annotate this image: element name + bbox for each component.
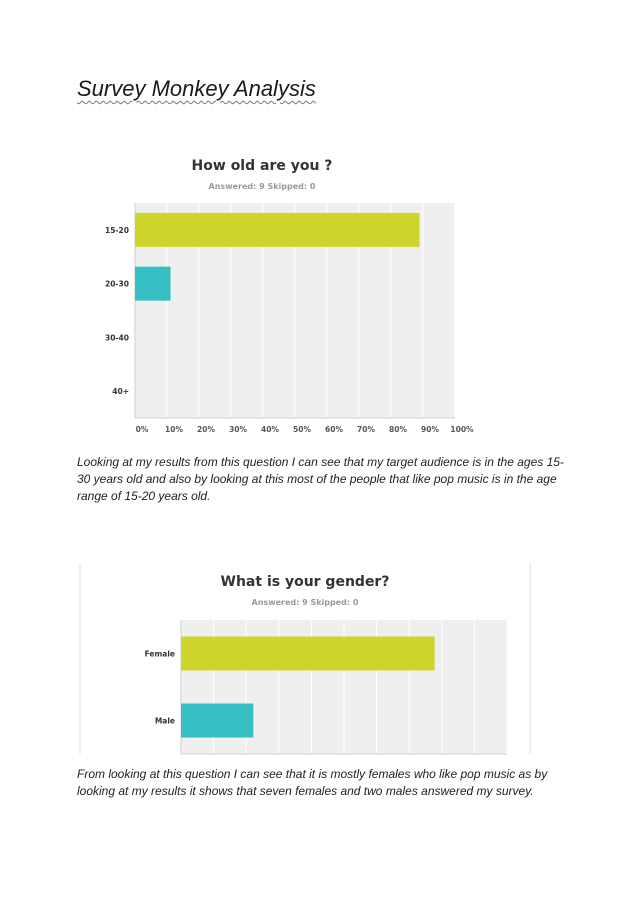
- document-title: Survey Monkey Analysis: [77, 76, 316, 101]
- plot-area: [181, 620, 507, 754]
- category-label: 20-30: [105, 280, 129, 289]
- x-tick-label: 70%: [357, 425, 375, 434]
- bar-15-20: [135, 212, 420, 247]
- x-tick-label: 20%: [197, 425, 215, 434]
- x-tick-label: 30%: [229, 425, 247, 434]
- chart-subtitle: Answered: 9 Skipped: 0: [252, 598, 359, 607]
- category-label: 40+: [112, 387, 129, 396]
- x-tick-label: 100%: [450, 425, 474, 434]
- bar-20-30: [135, 266, 171, 301]
- x-tick-label: 90%: [421, 425, 439, 434]
- x-tick-label: 40%: [261, 425, 279, 434]
- x-tick-label: 10%: [165, 425, 183, 434]
- x-tick-label: 0%: [136, 425, 149, 434]
- x-tick-label: 80%: [389, 425, 407, 434]
- plot-area: [135, 203, 455, 418]
- age-analysis-paragraph: Looking at my results from this question…: [77, 455, 564, 503]
- chart-subtitle: Answered: 9 Skipped: 0: [209, 182, 316, 191]
- gender-analysis-paragraph: From looking at this question I can see …: [77, 767, 548, 798]
- x-tick-label: 50%: [293, 425, 311, 434]
- bar-female: [181, 636, 435, 671]
- chart-title: How old are you ?: [192, 158, 333, 174]
- category-label: 15-20: [105, 226, 129, 235]
- category-label: Female: [145, 650, 175, 659]
- category-label: Male: [155, 717, 175, 726]
- chart-title: What is your gender?: [221, 574, 390, 590]
- bar-male: [181, 703, 254, 738]
- x-tick-label: 60%: [325, 425, 343, 434]
- category-label: 30-40: [105, 333, 129, 342]
